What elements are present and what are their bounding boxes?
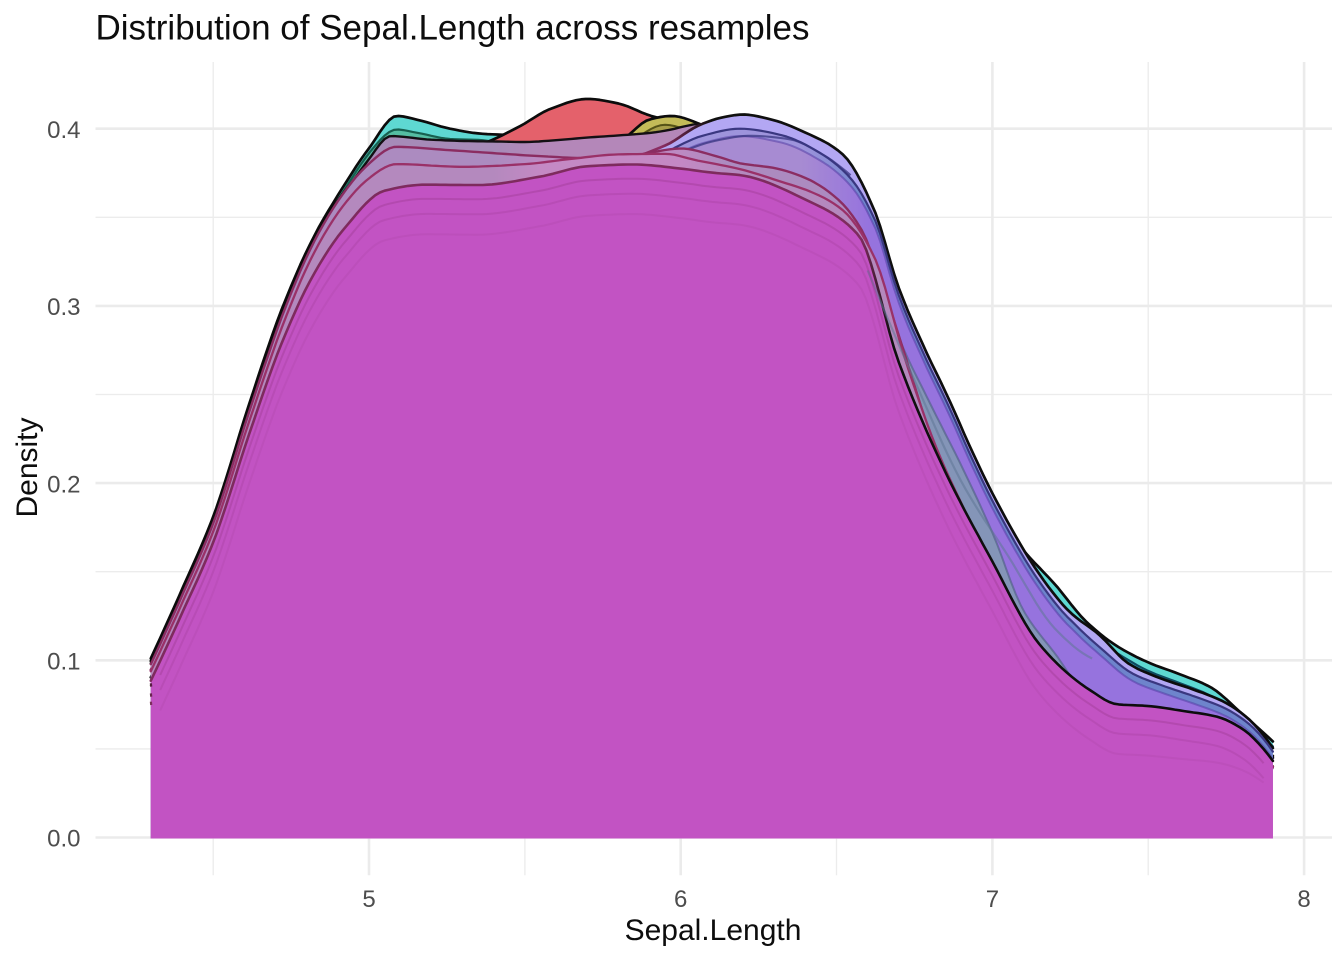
svg-text:7: 7	[986, 886, 999, 913]
svg-text:Distribution of Sepal.Length a: Distribution of Sepal.Length across resa…	[96, 9, 810, 48]
svg-text:0.0: 0.0	[47, 826, 80, 853]
svg-text:0.4: 0.4	[47, 117, 80, 144]
svg-text:8: 8	[1297, 886, 1310, 913]
svg-text:0.1: 0.1	[47, 649, 80, 676]
svg-text:Density: Density	[11, 417, 44, 517]
svg-text:0.2: 0.2	[47, 471, 80, 498]
svg-text:0.3: 0.3	[47, 294, 80, 321]
svg-text:Sepal.Length: Sepal.Length	[625, 914, 802, 947]
svg-text:5: 5	[362, 886, 375, 913]
svg-text:6: 6	[674, 886, 687, 913]
